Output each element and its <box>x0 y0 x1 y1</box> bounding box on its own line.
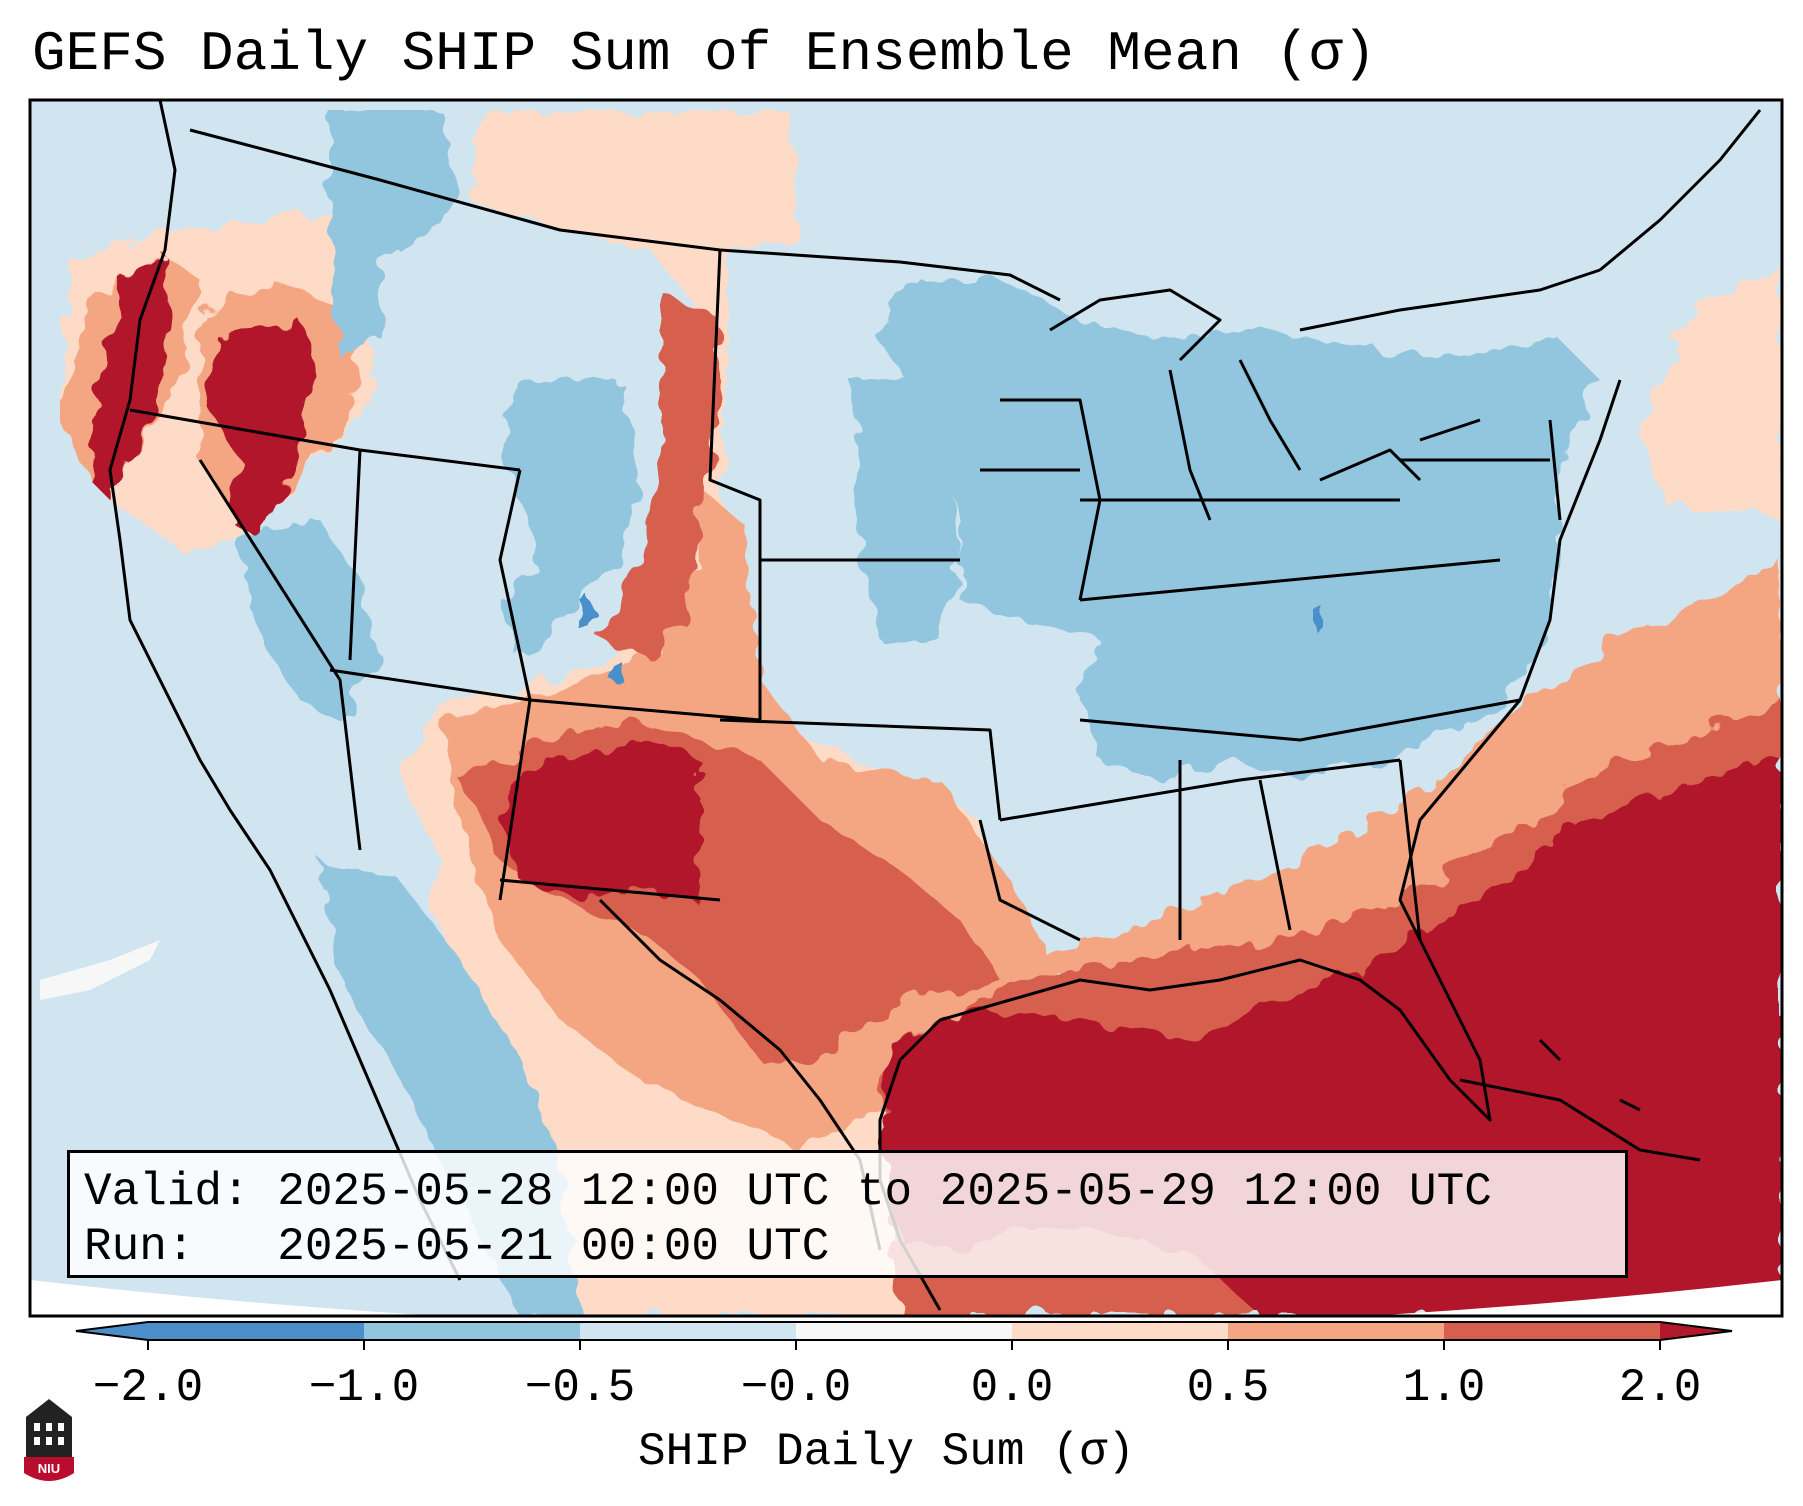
coastline-northeast <box>1599 109 1762 272</box>
anomaly-blue-great-basin <box>240 520 380 720</box>
colorbar-tick-label: −2.0 <box>92 1362 204 1414</box>
colorbar-segment <box>796 1322 1013 1340</box>
logo-shield-icon <box>24 1457 74 1481</box>
valid-label: Valid: <box>84 1166 250 1218</box>
anomaly-blue-central-plains <box>850 380 960 640</box>
anomaly-blue-midwest <box>880 280 1600 780</box>
colorbar <box>75 1321 1733 1350</box>
run-value: 2025-05-21 00:00 UTC <box>277 1221 830 1273</box>
colorbar-tick-label: −1.0 <box>308 1362 420 1414</box>
colorbar-tick-label: −0.5 <box>524 1362 636 1414</box>
colorbar-tick-label: −0.0 <box>740 1362 852 1414</box>
state-lines <box>129 249 1562 942</box>
anomaly-darkred-oregon-idaho <box>210 320 320 540</box>
anomaly-orange-atlantic <box>1040 560 1782 1000</box>
coastline-gulf-atlantic <box>878 379 1622 1311</box>
colorbar-segment <box>1012 1322 1229 1340</box>
colorbar-tick-label: 0.5 <box>1186 1362 1270 1414</box>
anomaly-blue-idaho-montana <box>330 110 460 360</box>
anomaly-light-red-northeast <box>1640 270 1782 520</box>
anomaly-darkred-new-mexico <box>500 740 700 900</box>
anomaly-darkred-pacific-coast <box>90 250 170 500</box>
colorbar-tick-label: 1.0 <box>1402 1362 1486 1414</box>
logo-text: NIU <box>38 1461 60 1476</box>
anomaly-red-rockies-front <box>600 290 720 660</box>
great-lakes <box>1049 288 1481 521</box>
colorbar-segment <box>148 1322 365 1340</box>
colorbar-label: SHIP Daily Sum (σ) <box>638 1426 1135 1478</box>
map-area <box>30 100 1782 1316</box>
colorbar-extend-low <box>76 1322 148 1340</box>
colorbar-tick-label: 0.0 <box>970 1362 1054 1414</box>
anomaly-blue-colorado-wyoming <box>500 380 640 660</box>
chart-title: GEFS Daily SHIP Sum of Ensemble Mean (σ) <box>32 22 1377 86</box>
run-label: Run: <box>84 1221 195 1273</box>
colorbar-segment <box>1228 1322 1445 1340</box>
cuba-bahamas <box>1459 1038 1701 1162</box>
valid-run-info-box: Valid: 2025-05-28 12:00 UTC to 2025-05-2… <box>67 1150 1628 1278</box>
anomaly-field <box>60 110 1782 1316</box>
colorbar-extend-high <box>1660 1322 1732 1340</box>
map-frame <box>28 98 1784 1318</box>
colorbar-segment <box>580 1322 797 1340</box>
colorbar-segment <box>364 1322 581 1340</box>
white-speckle-pacific <box>40 940 160 1000</box>
colorbar-segment <box>1444 1322 1661 1340</box>
niu-logo: NIU <box>24 1399 74 1481</box>
state-boundaries <box>108 100 1762 1311</box>
colorbar-tick-label: 2.0 <box>1618 1362 1702 1414</box>
outside-projection-area <box>30 1280 1782 1316</box>
valid-value: 2025-05-28 12:00 UTC to 2025-05-29 12:00… <box>277 1166 1492 1218</box>
coastline-west <box>108 100 462 1281</box>
